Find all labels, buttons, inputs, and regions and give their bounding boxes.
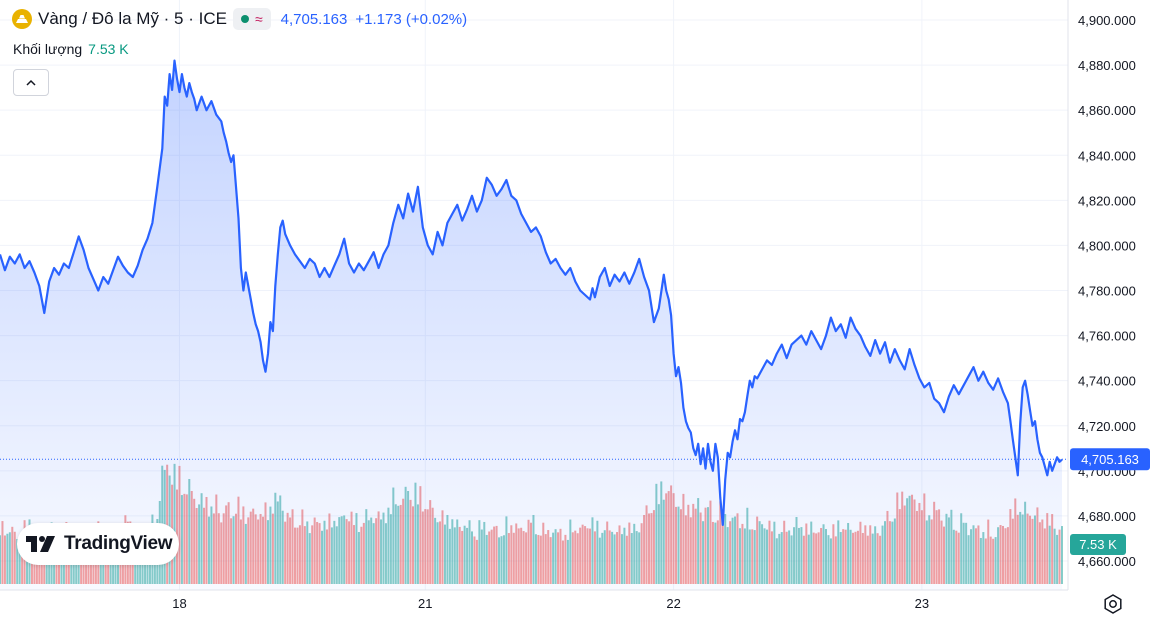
price-area: [0, 60, 1062, 591]
symbol-header: Vàng / Đô la Mỹ · 5 · ICE ≈ 4,705.163 +1…: [12, 8, 467, 30]
tradingview-logo[interactable]: TradingView: [17, 523, 179, 565]
market-status-dot-icon: [240, 15, 249, 23]
gold-symbol-icon[interactable]: [12, 9, 32, 29]
volume-value: 7.53 K: [88, 41, 129, 57]
last-price-label: 4,705.163: [1081, 452, 1139, 467]
y-tick-label: 4,860.000: [1078, 103, 1136, 118]
x-tick-label: 22: [666, 596, 680, 611]
last-price: 4,705.163: [280, 10, 348, 28]
y-tick-label: 4,780.000: [1078, 284, 1136, 299]
wave-icon: ≈: [254, 11, 263, 27]
price-change: +1.173 (+0.02%): [355, 10, 468, 28]
axis-price-labels: 4,705.163 7.53 K: [1070, 448, 1150, 555]
y-tick-label: 4,820.000: [1078, 193, 1136, 208]
collapse-legend-button[interactable]: [13, 69, 49, 96]
gear-icon[interactable]: [1102, 593, 1124, 615]
y-tick-label: 4,720.000: [1078, 419, 1136, 434]
logo-text: TradingView: [64, 533, 173, 554]
y-tick-label: 4,900.000: [1078, 13, 1136, 28]
volume-legend[interactable]: Khối lượng 7.53 K: [13, 41, 129, 57]
x-tick-label: 21: [418, 596, 432, 611]
volume-label: Khối lượng: [13, 41, 83, 57]
y-tick-label: 4,880.000: [1078, 58, 1136, 73]
price-line: [0, 59, 1063, 526]
x-tick-label: 18: [172, 596, 186, 611]
y-tick-label: 4,840.000: [1078, 148, 1136, 163]
symbol-title[interactable]: Vàng / Đô la Mỹ · 5 · ICE: [38, 9, 227, 28]
x-tick-label: 23: [915, 596, 929, 611]
volume-last-label: 7.53 K: [1079, 537, 1117, 552]
y-tick-label: 4,800.000: [1078, 238, 1136, 253]
y-tick-label: 4,680.000: [1078, 509, 1136, 524]
y-tick-label: 4,740.000: [1078, 374, 1136, 389]
price-axis[interactable]: 4,900.000 4,880.000 4,860.000 4,840.000 4,82…: [1067, 0, 1136, 590]
last-price-label-bg: [1070, 448, 1150, 471]
y-tick-label: 4,660.000: [1078, 554, 1136, 569]
volume-label-bg: [1070, 534, 1126, 555]
chevron-up-icon: [26, 79, 36, 86]
y-tick-label: 4,760.000: [1078, 329, 1136, 344]
market-status[interactable]: ≈: [232, 8, 271, 30]
time-axis[interactable]: 18 21 22 23: [0, 589, 1068, 611]
tradingview-logo-icon: [26, 536, 55, 552]
